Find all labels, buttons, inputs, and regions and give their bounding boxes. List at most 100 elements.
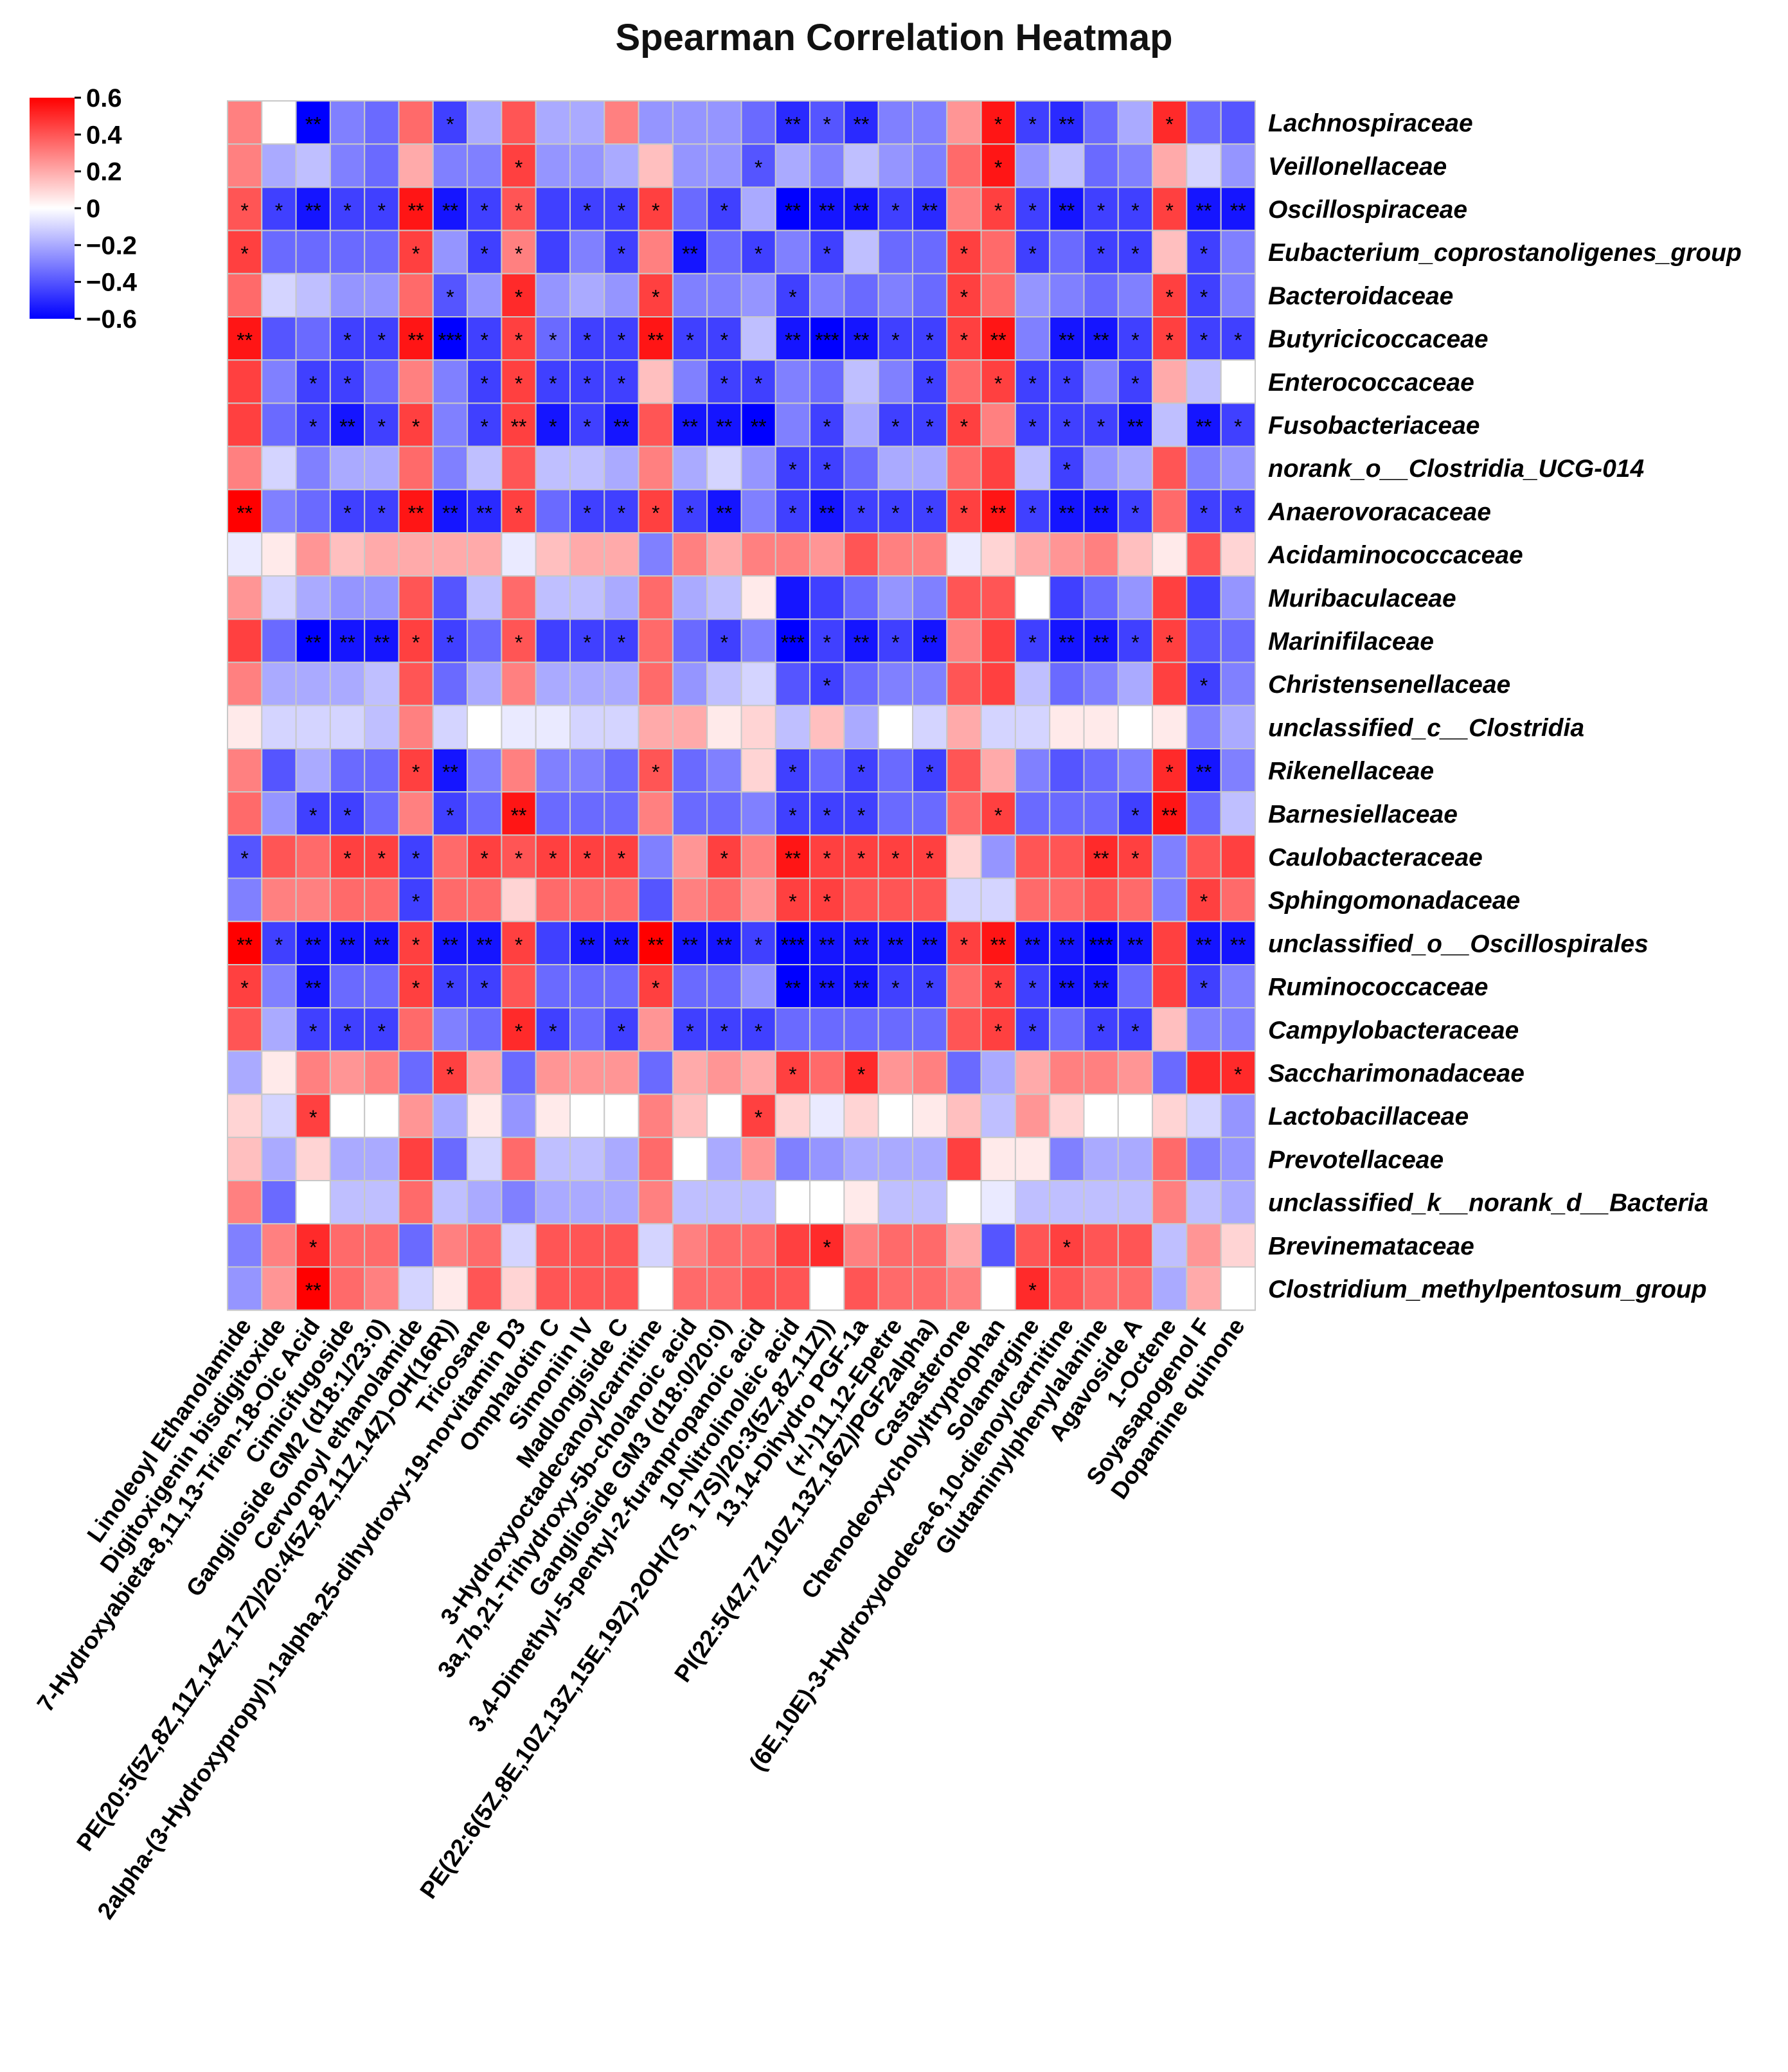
heatmap-cell — [295, 748, 331, 793]
heatmap-cell — [329, 1180, 366, 1225]
heatmap-cell — [261, 1223, 297, 1268]
heatmap-cell — [569, 1093, 605, 1138]
heatmap-cell — [535, 877, 571, 922]
heatmap-cell — [843, 1007, 879, 1052]
heatmap-cell — [569, 618, 605, 663]
significance-mark: * — [1131, 631, 1139, 654]
heatmap-cell — [467, 661, 503, 706]
significance-mark: * — [1028, 415, 1036, 438]
significance-mark: * — [755, 242, 762, 265]
significance-mark: ** — [408, 329, 424, 352]
heatmap-cell — [467, 964, 503, 1009]
heatmap-cell — [843, 272, 879, 317]
significance-mark: ** — [1059, 631, 1075, 654]
legend-ticks: 0.6 0.4 0.2 0 −0.2 −0.4 −0.6 — [75, 84, 138, 334]
heatmap-cell — [1117, 618, 1154, 663]
heatmap-cell — [535, 488, 571, 533]
significance-mark: * — [583, 199, 591, 222]
heatmap-cell — [912, 1136, 948, 1182]
legend-tick-label: −0.4 — [86, 269, 138, 297]
heatmap-cell — [843, 575, 879, 620]
heatmap-cell — [364, 748, 400, 793]
heatmap-cell — [603, 877, 639, 922]
heatmap-cell — [877, 445, 913, 490]
heatmap-cell — [501, 704, 537, 750]
heatmap-cell — [1049, 186, 1085, 231]
heatmap-cell — [980, 229, 1016, 274]
significance-mark: *** — [1089, 933, 1113, 956]
significance-mark: * — [994, 804, 1002, 827]
heatmap-cell — [1220, 748, 1256, 793]
significance-mark: * — [343, 372, 351, 395]
heatmap-cell — [946, 575, 982, 620]
heatmap-cell — [980, 445, 1016, 490]
heatmap-cell — [774, 100, 811, 145]
significance-mark: * — [1234, 329, 1242, 352]
heatmap-cell — [501, 791, 537, 836]
heatmap-cell — [398, 704, 434, 750]
heatmap-cell — [535, 445, 571, 490]
heatmap-cell — [535, 704, 571, 750]
heatmap-cell — [1014, 748, 1051, 793]
heatmap-cell — [364, 964, 400, 1009]
significance-mark: * — [549, 415, 557, 438]
row-label: Lactobacillaceae — [1268, 1103, 1469, 1130]
heatmap-cell — [467, 704, 503, 750]
heatmap-cell — [1083, 791, 1119, 836]
heatmap-cell — [912, 100, 948, 145]
heatmap-cell — [1220, 402, 1256, 447]
significance-mark: * — [583, 847, 591, 870]
significance-mark: ** — [579, 933, 595, 956]
significance-mark: * — [720, 329, 728, 352]
significance-mark: * — [515, 1020, 523, 1043]
heatmap-cell — [1152, 1007, 1188, 1052]
heatmap-cell — [364, 575, 400, 620]
heatmap-cell — [569, 877, 605, 922]
heatmap-cell — [603, 488, 639, 533]
significance-mark: * — [618, 501, 625, 524]
significance-mark: * — [343, 199, 351, 222]
heatmap-cell — [432, 359, 469, 404]
heatmap-cell — [603, 748, 639, 793]
heatmap-cell — [843, 1223, 879, 1268]
row-label: Oscillospiraceae — [1268, 196, 1467, 224]
heatmap-cell — [261, 964, 297, 1009]
heatmap-cell — [1117, 1266, 1154, 1311]
heatmap-cell — [1083, 100, 1119, 145]
heatmap-cell — [1014, 661, 1051, 706]
heatmap-cell — [569, 229, 605, 274]
heatmap-cell — [980, 661, 1016, 706]
heatmap-cell — [364, 272, 400, 317]
heatmap-cell — [877, 877, 913, 922]
significance-mark: ** — [339, 631, 355, 654]
heatmap-cell — [843, 618, 879, 663]
heatmap-cell — [1220, 100, 1256, 145]
heatmap-cell — [1117, 661, 1154, 706]
heatmap-cell — [364, 1266, 400, 1311]
heatmap-cell — [774, 877, 811, 922]
heatmap-cell — [1014, 618, 1051, 663]
heatmap-cell — [364, 186, 400, 231]
heatmap-cell — [227, 1223, 263, 1268]
heatmap-cell — [227, 661, 263, 706]
heatmap-cell — [227, 272, 263, 317]
row-label: Sphingomonadaceae — [1268, 887, 1520, 915]
heatmap-cell — [501, 1180, 537, 1225]
heatmap-cell — [603, 661, 639, 706]
significance-mark: * — [309, 804, 317, 827]
heatmap-cell — [1186, 272, 1222, 317]
heatmap-cell — [261, 1050, 297, 1095]
heatmap-cell — [638, 1266, 674, 1311]
heatmap-cell — [569, 964, 605, 1009]
heatmap-cell — [295, 834, 331, 879]
heatmap-cell — [329, 575, 366, 620]
heatmap-cell — [1152, 964, 1188, 1009]
significance-mark: * — [515, 847, 523, 870]
heatmap-cell — [638, 575, 674, 620]
significance-mark: * — [789, 761, 796, 784]
heatmap-cell — [227, 316, 263, 361]
heatmap-cell — [740, 1180, 776, 1225]
significance-mark: * — [549, 329, 557, 352]
row-label: unclassified_o__Oscillospirales — [1268, 930, 1649, 958]
row-label: Prevotellaceae — [1268, 1146, 1444, 1174]
